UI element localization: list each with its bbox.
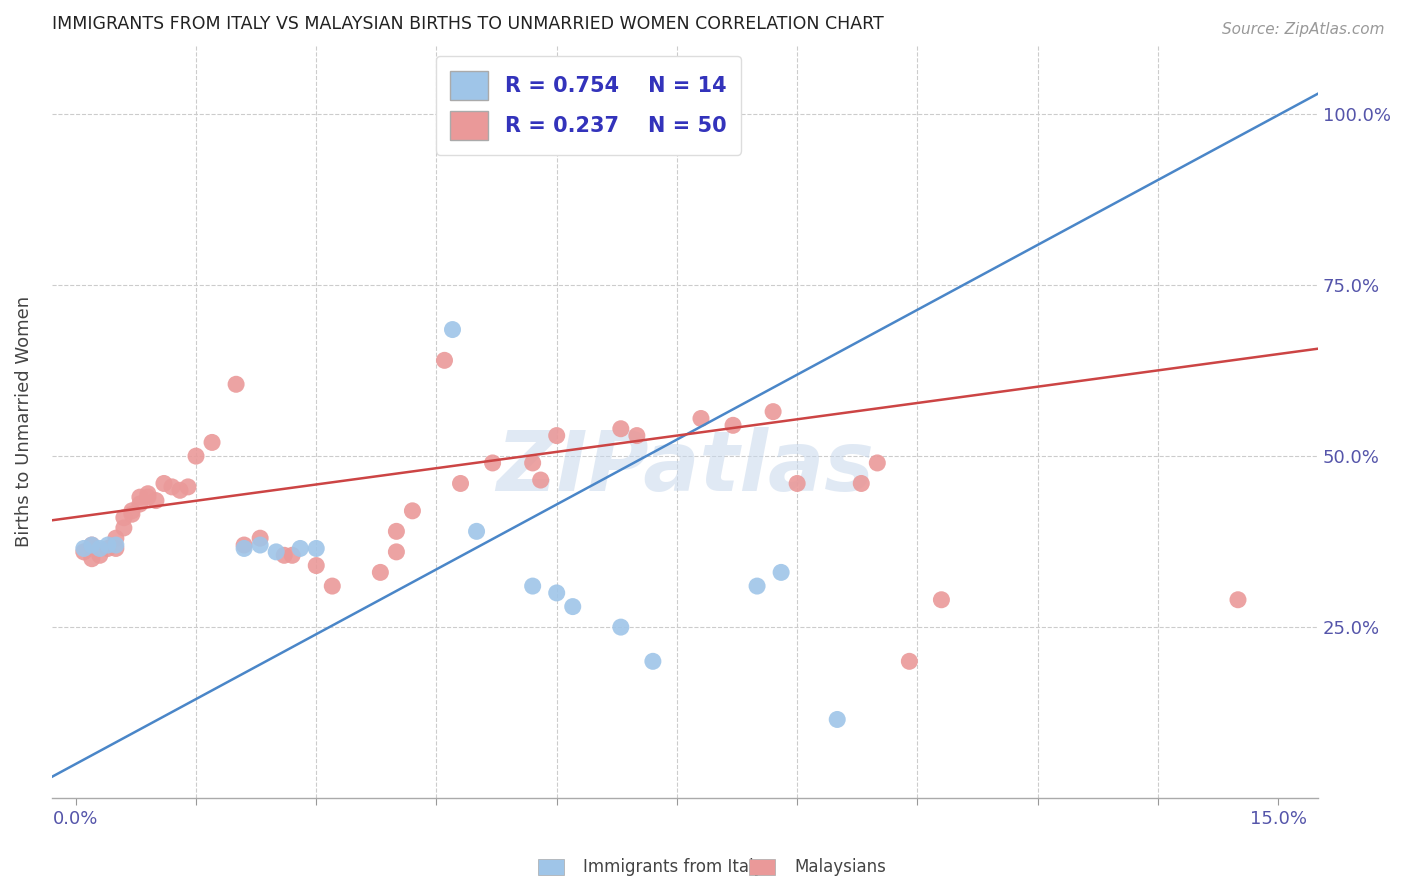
Point — [370, 566, 392, 580]
Point — [401, 504, 423, 518]
Legend: R = 0.754    N = 14, R = 0.237    N = 50: R = 0.754 N = 14, R = 0.237 N = 50 — [436, 56, 741, 154]
Text: IMMIGRANTS FROM ITALY VS MALAYSIAN BIRTHS TO UNMARRIED WOMEN CORRELATION CHART: IMMIGRANTS FROM ITALY VS MALAYSIAN BIRTH… — [52, 15, 883, 33]
Point — [522, 579, 544, 593]
Point — [481, 456, 503, 470]
Point — [73, 545, 96, 559]
Text: Source: ZipAtlas.com: Source: ZipAtlas.com — [1222, 22, 1385, 37]
Point — [641, 654, 664, 668]
Point — [121, 504, 143, 518]
Point — [610, 620, 633, 634]
Point — [851, 476, 873, 491]
Point — [690, 411, 713, 425]
Point — [305, 558, 328, 573]
Point — [786, 476, 808, 491]
Point — [385, 545, 408, 559]
Point — [465, 524, 488, 539]
Point — [80, 551, 103, 566]
Point — [762, 404, 785, 418]
Text: ZIPatlas: ZIPatlas — [496, 426, 875, 508]
Point — [433, 353, 456, 368]
Text: Immigrants from Italy: Immigrants from Italy — [583, 858, 763, 876]
Point — [530, 473, 553, 487]
Point — [745, 579, 768, 593]
Point — [931, 592, 953, 607]
Point — [450, 476, 472, 491]
Point — [89, 549, 111, 563]
Point — [104, 531, 127, 545]
Point — [385, 524, 408, 539]
Point — [89, 541, 111, 556]
Point — [104, 538, 127, 552]
Point — [80, 538, 103, 552]
Point — [249, 531, 271, 545]
Point — [129, 497, 152, 511]
Point — [610, 422, 633, 436]
Point — [160, 480, 183, 494]
Text: Malaysians: Malaysians — [794, 858, 886, 876]
Point — [201, 435, 224, 450]
Point — [80, 538, 103, 552]
Point — [233, 538, 256, 552]
Point — [112, 521, 135, 535]
Point — [145, 493, 167, 508]
Point — [898, 654, 921, 668]
Point — [546, 586, 568, 600]
Point — [177, 480, 200, 494]
Point — [233, 541, 256, 556]
Point — [225, 377, 247, 392]
Point — [281, 549, 304, 563]
Y-axis label: Births to Unmarried Women: Births to Unmarried Women — [15, 296, 32, 548]
Point — [136, 487, 159, 501]
Point — [249, 538, 271, 552]
Point — [1227, 592, 1250, 607]
Point — [441, 322, 464, 336]
Point — [626, 428, 648, 442]
Point — [104, 541, 127, 556]
Point — [97, 538, 120, 552]
Point — [546, 428, 568, 442]
Point — [129, 490, 152, 504]
Point — [561, 599, 583, 614]
Point — [273, 549, 295, 563]
Point — [321, 579, 343, 593]
Point — [825, 713, 848, 727]
Point — [721, 418, 744, 433]
Point — [97, 541, 120, 556]
Point — [522, 456, 544, 470]
Point — [73, 541, 96, 556]
Point — [112, 510, 135, 524]
Point — [136, 490, 159, 504]
Point — [121, 508, 143, 522]
Point — [305, 541, 328, 556]
Point — [290, 541, 312, 556]
Point — [184, 449, 207, 463]
Point — [866, 456, 889, 470]
Point — [770, 566, 793, 580]
Point — [153, 476, 176, 491]
Point — [169, 483, 191, 498]
Point — [264, 545, 287, 559]
